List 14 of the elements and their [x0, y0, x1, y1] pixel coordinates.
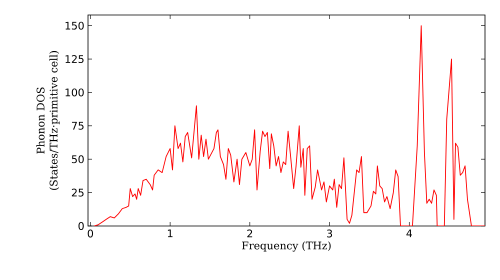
- y-tick-label: 150: [66, 22, 84, 30]
- y-tick-label: 100: [66, 88, 84, 96]
- y-tick-label: 75: [72, 122, 84, 130]
- x-tick-label: 3: [327, 230, 332, 238]
- y-tick-label: 125: [66, 55, 84, 64]
- y-tick-label: 25: [72, 188, 84, 197]
- y-axis-title: Phonon DOS (States/THz·primitive cell): [36, 51, 60, 190]
- x-tick-label: 1: [168, 230, 172, 238]
- x-tick-label: 0: [88, 230, 94, 238]
- x-tick-label: 4: [406, 230, 412, 238]
- y-tick-label: 0: [78, 222, 84, 230]
- x-tick-label: 2: [247, 230, 252, 238]
- y-tick-label: 50: [72, 155, 84, 164]
- x-axis-title: Frequency (THz): [242, 241, 331, 252]
